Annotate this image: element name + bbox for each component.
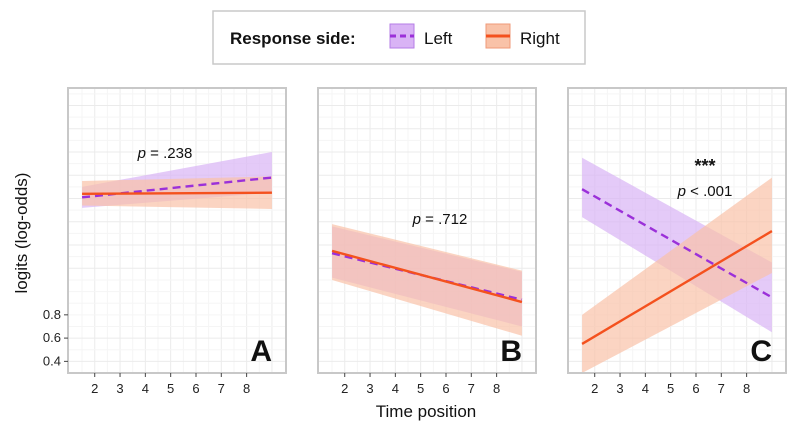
panel-label: B — [500, 335, 522, 368]
x-tick-label: 7 — [218, 381, 225, 396]
panel-c: 2 3 4 5 6 7 8 *** p < .001 C — [567, 87, 787, 396]
panel-border — [567, 87, 787, 374]
series-line-right — [581, 230, 773, 345]
significance-stars: *** — [694, 156, 715, 176]
y-axis-title: logits (log-odds) — [12, 173, 31, 294]
panel-border — [67, 87, 287, 374]
y-tick-label: 0.4 — [43, 353, 61, 368]
legend-right-label: Right — [520, 29, 560, 48]
panel-label: C — [750, 335, 772, 368]
panel-background — [68, 88, 286, 373]
p-value-annotation: p = .238 — [137, 145, 193, 162]
panels: 2 3 4 5 6 7 8 0.4 0.6 0.8 p = .238 A 2 3 4 5 6 7 8 p = .712… — [43, 87, 787, 396]
x-tick-label: 2 — [91, 381, 98, 396]
x-tick-label: 3 — [616, 381, 623, 396]
p-symbol: p — [677, 183, 686, 200]
x-tick-label: 4 — [642, 381, 649, 396]
p-value-annotation: p = .712 — [412, 211, 468, 228]
x-tick-label: 8 — [743, 381, 750, 396]
legend-left-label: Left — [424, 29, 453, 48]
x-tick-label: 5 — [667, 381, 674, 396]
legend-title: Response side: — [230, 29, 356, 48]
panel-label: A — [250, 335, 272, 368]
series-line-left — [581, 188, 773, 299]
x-tick-label: 6 — [692, 381, 699, 396]
y-tick-label: 0.6 — [43, 330, 61, 345]
x-tick-label: 5 — [167, 381, 174, 396]
x-tick-label: 6 — [192, 381, 199, 396]
confidence-band-right — [332, 224, 522, 336]
x-tick-label: 8 — [243, 381, 250, 396]
series-line-right — [331, 249, 523, 304]
panel-b: 2 3 4 5 6 7 8 p = .712 B — [317, 87, 537, 396]
p-symbol: p — [412, 211, 421, 228]
p-value-annotation: p < .001 — [677, 183, 733, 200]
x-tick-label: 8 — [493, 381, 500, 396]
x-tick-label: 7 — [718, 381, 725, 396]
x-tick-label: 7 — [468, 381, 475, 396]
p-value-text: = .238 — [146, 145, 192, 162]
panel-border — [317, 87, 537, 374]
p-value-text: < .001 — [686, 183, 732, 200]
x-tick-label: 5 — [417, 381, 424, 396]
legend: Response side: Left Right — [212, 10, 586, 65]
x-tick-label: 4 — [392, 381, 399, 396]
confidence-band-right — [582, 177, 772, 373]
x-tick-label: 3 — [366, 381, 373, 396]
y-tick-label: 0.8 — [43, 307, 61, 322]
x-tick-label: 2 — [341, 381, 348, 396]
p-value-text: = .712 — [421, 211, 467, 228]
p-symbol: p — [137, 145, 146, 162]
x-axis-title: Time position — [376, 402, 476, 421]
x-tick-label: 3 — [116, 381, 123, 396]
x-tick-label: 4 — [142, 381, 149, 396]
x-tick-label: 2 — [591, 381, 598, 396]
panel-a: 2 3 4 5 6 7 8 0.4 0.6 0.8 p = .238 A — [43, 87, 287, 396]
series-line-right — [82, 191, 272, 196]
x-tick-label: 6 — [442, 381, 449, 396]
